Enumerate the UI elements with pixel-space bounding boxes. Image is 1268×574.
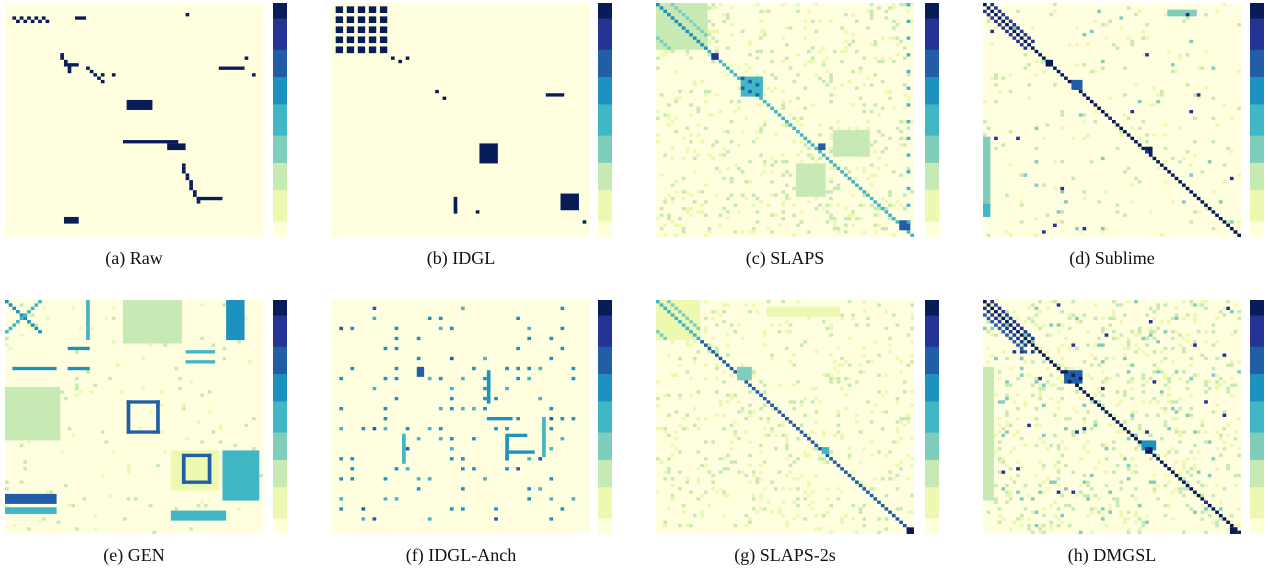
colorbar-gen (273, 300, 287, 534)
caption-dmgsl: (h) DMGSL (1067, 545, 1157, 565)
caption-idgl: (b) IDGL (426, 248, 496, 268)
colorbar-sublime (1250, 3, 1264, 237)
colorbar-dmgsl (1250, 300, 1264, 534)
caption-idgl-anch: (f) IDGL-Anch (405, 545, 517, 565)
colorbar-raw (273, 3, 287, 237)
heatmap-dmgsl (983, 300, 1241, 534)
caption-slaps: (c) SLAPS (745, 248, 825, 268)
colorbar-slaps-2s (925, 300, 939, 534)
heatmap-gen (5, 300, 263, 534)
heatmap-idgl (332, 3, 590, 237)
heatmap-idgl-anch (332, 300, 590, 534)
caption-slaps-2s: (g) SLAPS-2s (734, 545, 836, 565)
caption-raw: (a) Raw (105, 248, 163, 268)
heatmap-raw (5, 3, 263, 237)
colorbar-slaps (925, 3, 939, 237)
colorbar-idgl (598, 3, 612, 237)
caption-gen: (e) GEN (103, 545, 165, 565)
colorbar-idgl-anch (598, 300, 612, 534)
heatmap-slaps-2s (656, 300, 914, 534)
heatmap-slaps (656, 3, 914, 237)
heatmap-sublime (983, 3, 1241, 237)
caption-sublime: (d) Sublime (1069, 248, 1155, 268)
